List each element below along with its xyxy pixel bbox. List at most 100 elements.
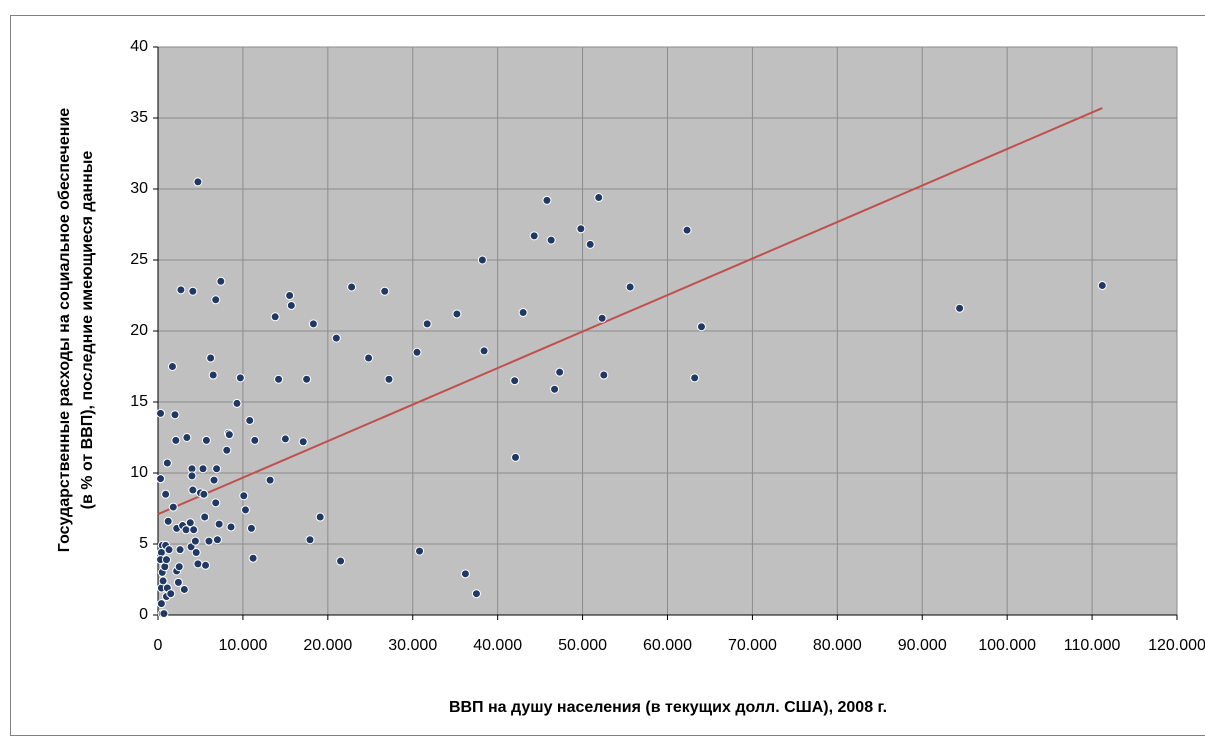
point [298, 437, 308, 447]
point [158, 576, 168, 586]
point [201, 435, 211, 445]
x-tick-label: 20.000 [303, 637, 352, 654]
point [529, 231, 539, 241]
point [690, 373, 700, 383]
y-tick-label: 15 [130, 393, 148, 410]
y-tick-label: 40 [130, 38, 148, 55]
y-tick-label: 5 [139, 535, 148, 552]
point [246, 523, 256, 533]
point [1097, 281, 1107, 291]
point [212, 464, 222, 474]
point [185, 518, 195, 528]
x-tick-label: 70.000 [728, 637, 777, 654]
point [510, 452, 520, 462]
x-tick-label: 40.000 [473, 637, 522, 654]
point [216, 276, 226, 286]
point [542, 195, 552, 205]
x-tick-label: 110.000 [1064, 637, 1121, 654]
point [518, 308, 528, 318]
point [955, 303, 965, 313]
y-tick-label: 30 [130, 180, 148, 197]
point [235, 373, 245, 383]
point [280, 434, 290, 444]
point [156, 408, 166, 418]
x-tick-label: 0 [154, 637, 163, 654]
point [265, 475, 275, 485]
point [232, 398, 242, 408]
point [208, 370, 218, 380]
point [201, 560, 211, 570]
point [156, 474, 166, 484]
point [315, 512, 325, 522]
point [308, 319, 318, 329]
point [302, 374, 312, 384]
y-axis-label: Государственные расходы на социальное об… [56, 108, 73, 552]
x-tick-label: 80.000 [813, 637, 862, 654]
point [331, 333, 341, 343]
point [576, 224, 586, 234]
point [173, 577, 183, 587]
point [597, 313, 607, 323]
y-tick-label: 35 [130, 109, 148, 126]
point [181, 525, 191, 535]
point [240, 505, 250, 515]
point [163, 516, 173, 526]
point [270, 312, 280, 322]
point [594, 193, 604, 203]
point [682, 225, 692, 235]
point [200, 512, 210, 522]
point [479, 346, 489, 356]
point [174, 562, 184, 572]
x-tick-label: 120.000 [1148, 637, 1205, 654]
point [422, 319, 432, 329]
point [187, 471, 197, 481]
x-axis-label: ВВП на душу населения (в текущих долл. С… [449, 699, 887, 716]
point [211, 498, 221, 508]
point [286, 300, 296, 310]
point [460, 569, 470, 579]
point [452, 309, 462, 319]
point [415, 546, 425, 556]
point [159, 609, 169, 619]
y-axis-label: (в % от ВВП), последние имеющиеся данные [79, 151, 96, 510]
y-tick-label: 20 [130, 322, 148, 339]
point [625, 282, 635, 292]
point [248, 553, 258, 563]
point [239, 491, 249, 501]
point [209, 475, 219, 485]
point [161, 489, 171, 499]
point [168, 502, 178, 512]
point [224, 430, 234, 440]
point [189, 525, 199, 535]
point [336, 556, 346, 566]
point [162, 458, 172, 468]
point [211, 295, 221, 305]
point [412, 347, 422, 357]
point [510, 376, 520, 386]
point [546, 235, 556, 245]
point [193, 177, 203, 187]
point [170, 410, 180, 420]
point [167, 362, 177, 371]
point [161, 555, 171, 565]
point [190, 536, 200, 546]
point [214, 519, 224, 529]
point [182, 433, 192, 442]
point [193, 559, 203, 569]
point [471, 589, 481, 599]
point [550, 384, 560, 394]
y-tick-label: 25 [130, 251, 148, 268]
point [175, 545, 185, 555]
point [364, 353, 374, 363]
point [176, 285, 186, 295]
point [599, 370, 609, 380]
point [188, 286, 198, 296]
point [305, 535, 315, 545]
point [226, 522, 236, 532]
point [696, 322, 706, 332]
point [380, 286, 390, 296]
point [285, 291, 295, 300]
point [274, 374, 284, 384]
x-tick-label: 60.000 [643, 637, 692, 654]
